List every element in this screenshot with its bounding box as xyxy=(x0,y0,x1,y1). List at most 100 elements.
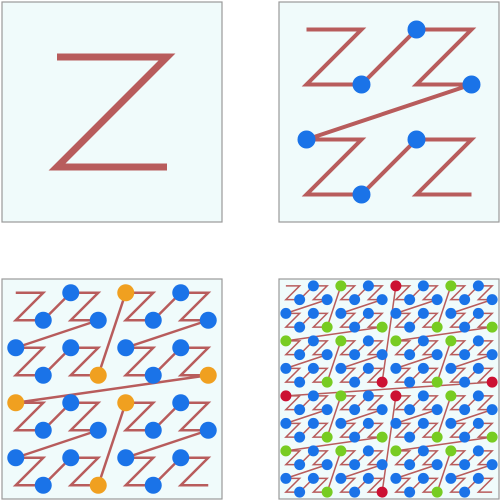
jump-node xyxy=(487,294,498,305)
jump-node xyxy=(172,394,189,411)
jump-node xyxy=(473,280,484,291)
jump-node xyxy=(322,322,333,333)
jump-node xyxy=(459,487,470,498)
jump-node xyxy=(308,390,319,401)
jump-node xyxy=(459,377,470,388)
jump-node xyxy=(418,473,429,484)
jump-node xyxy=(363,335,374,346)
jump-node xyxy=(463,76,481,94)
jump-node xyxy=(404,377,415,388)
jump-node xyxy=(459,322,470,333)
jump-node xyxy=(308,280,319,291)
jump-node xyxy=(390,280,401,291)
jump-node xyxy=(445,280,456,291)
jump-node xyxy=(145,477,162,494)
jump-node xyxy=(117,394,134,411)
jump-node xyxy=(390,445,401,456)
jump-node xyxy=(117,284,134,301)
jump-node xyxy=(117,339,134,356)
jump-node xyxy=(349,404,360,415)
jump-node xyxy=(363,308,374,319)
jump-node xyxy=(335,473,346,484)
jump-node xyxy=(432,349,443,360)
jump-node xyxy=(308,445,319,456)
jump-node xyxy=(62,284,79,301)
jump-node xyxy=(377,487,388,498)
jump-node xyxy=(487,377,498,388)
jump-node xyxy=(377,377,388,388)
jump-node xyxy=(363,445,374,456)
jump-node xyxy=(322,349,333,360)
jump-node xyxy=(349,349,360,360)
jump-node xyxy=(172,449,189,466)
jump-node xyxy=(200,312,217,329)
jump-node xyxy=(145,422,162,439)
jump-node xyxy=(473,390,484,401)
jump-node xyxy=(418,418,429,429)
jump-node xyxy=(35,367,52,384)
panel-order-2 xyxy=(279,2,499,222)
jump-node xyxy=(432,459,443,470)
jump-node xyxy=(294,459,305,470)
jump-node xyxy=(172,339,189,356)
jump-node xyxy=(294,377,305,388)
jump-node xyxy=(298,131,316,149)
jump-node xyxy=(418,445,429,456)
jump-node xyxy=(349,432,360,443)
jump-node xyxy=(294,294,305,305)
jump-node xyxy=(280,308,291,319)
panel-order-1 xyxy=(2,2,222,222)
jump-node xyxy=(404,432,415,443)
jump-node xyxy=(404,349,415,360)
jump-node xyxy=(418,280,429,291)
jump-node xyxy=(308,308,319,319)
jump-node xyxy=(294,349,305,360)
jump-node xyxy=(363,280,374,291)
jump-node xyxy=(308,363,319,374)
jump-node xyxy=(308,335,319,346)
jump-node xyxy=(390,363,401,374)
jump-node xyxy=(432,487,443,498)
jump-node xyxy=(432,322,443,333)
jump-node xyxy=(117,449,134,466)
jump-node xyxy=(280,335,291,346)
jump-node xyxy=(487,432,498,443)
jump-node xyxy=(445,418,456,429)
jump-node xyxy=(432,404,443,415)
jump-node xyxy=(145,367,162,384)
jump-node xyxy=(418,390,429,401)
jump-node xyxy=(335,445,346,456)
panel-order-3 xyxy=(2,279,222,499)
jump-node xyxy=(90,477,107,494)
jump-node xyxy=(363,363,374,374)
jump-node xyxy=(473,418,484,429)
jump-node xyxy=(408,131,426,149)
jump-node xyxy=(200,367,217,384)
jump-node xyxy=(473,308,484,319)
jump-node xyxy=(335,418,346,429)
jump-node xyxy=(322,404,333,415)
jump-node xyxy=(445,308,456,319)
jump-node xyxy=(280,473,291,484)
jump-node xyxy=(62,394,79,411)
jump-node xyxy=(363,473,374,484)
jump-node xyxy=(487,322,498,333)
jump-node xyxy=(335,390,346,401)
jump-node xyxy=(445,445,456,456)
jump-node xyxy=(418,363,429,374)
jump-node xyxy=(353,76,371,94)
jump-node xyxy=(349,487,360,498)
jump-node xyxy=(445,473,456,484)
jump-node xyxy=(445,335,456,346)
jump-node xyxy=(322,432,333,443)
jump-node xyxy=(62,339,79,356)
jump-node xyxy=(90,422,107,439)
jump-node xyxy=(404,404,415,415)
jump-node xyxy=(390,418,401,429)
jump-node xyxy=(90,367,107,384)
jump-node xyxy=(363,418,374,429)
jump-node xyxy=(459,459,470,470)
jump-node xyxy=(377,459,388,470)
jump-node xyxy=(35,477,52,494)
